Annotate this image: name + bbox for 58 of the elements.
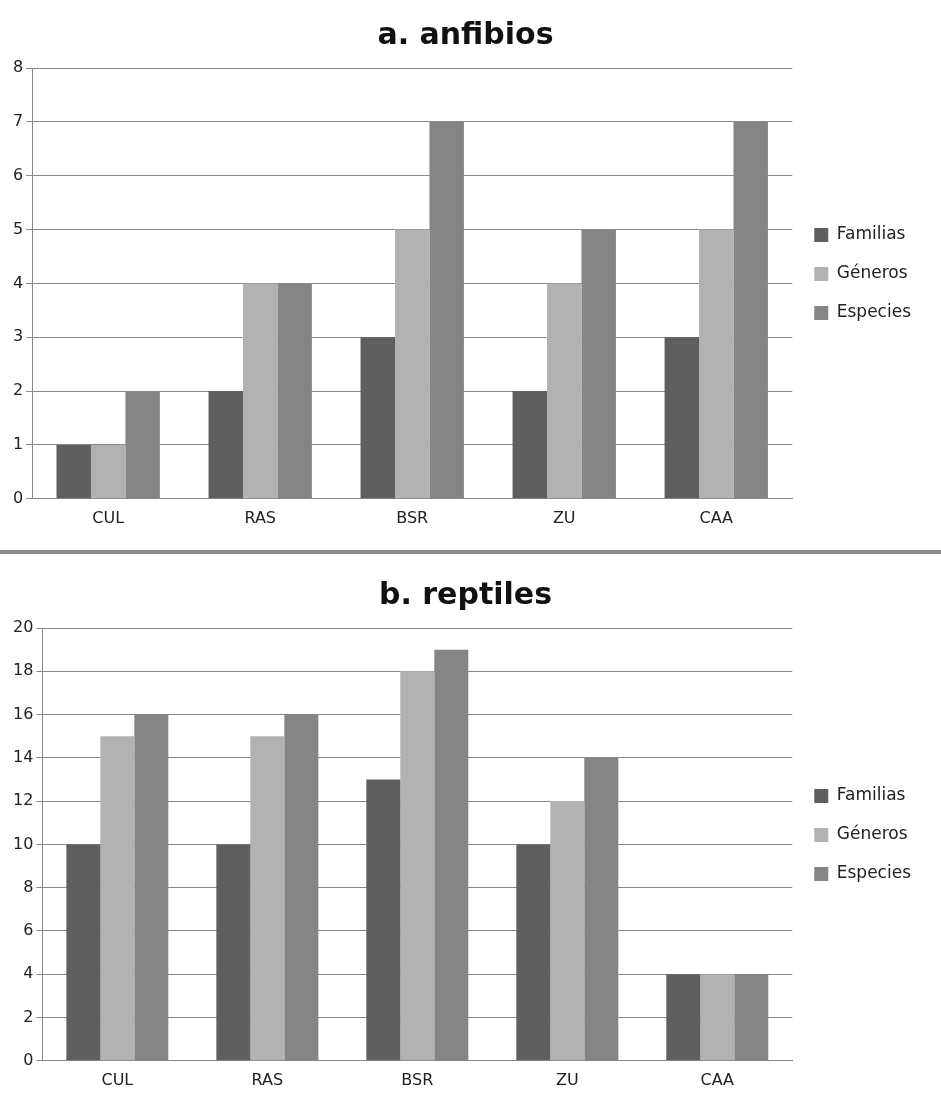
- y-tick-label: 20: [13, 617, 34, 637]
- x-tick-label: CAA: [699, 507, 734, 527]
- bar: [250, 736, 285, 1061]
- y-tick-label: 8: [12, 57, 24, 77]
- bar: [90, 444, 126, 499]
- legend-label: Géneros: [836, 262, 908, 283]
- bar: [664, 337, 700, 499]
- y-tick-label: 12: [13, 790, 34, 810]
- chart-title: b. reptiles: [378, 575, 553, 611]
- bar: [516, 844, 551, 1061]
- legend-label: Especies: [836, 862, 912, 883]
- y-tick-label: 7: [12, 111, 24, 131]
- bar: [208, 391, 243, 499]
- x-tick-label: ZU: [552, 507, 576, 527]
- y-tick-label: 4: [23, 963, 34, 983]
- y-tick-label: 2: [12, 380, 24, 400]
- y-tick-label: 0: [12, 487, 24, 507]
- x-tick-label: CUL: [101, 1069, 134, 1089]
- bar: [66, 844, 101, 1061]
- bar: [699, 229, 734, 499]
- y-tick-label: 6: [12, 164, 24, 184]
- bar: [700, 974, 735, 1061]
- bar: [366, 779, 401, 1061]
- bar: [242, 283, 278, 499]
- legend-label: Familias: [836, 784, 906, 805]
- y-tick-label: 6: [23, 920, 34, 940]
- x-tick-label: ZU: [555, 1069, 579, 1089]
- bar: [394, 229, 430, 499]
- bar: [100, 736, 135, 1061]
- chart-title: a. anfibios: [377, 15, 554, 51]
- bar: [216, 844, 251, 1061]
- y-tick-label: 10: [13, 833, 34, 853]
- x-tick-label: BSR: [401, 1069, 434, 1089]
- legend-label: Especies: [836, 301, 912, 322]
- x-tick-label: CAA: [700, 1069, 735, 1089]
- x-tick-label: CUL: [92, 507, 125, 527]
- x-tick-label: RAS: [244, 507, 276, 527]
- y-tick-label: 3: [12, 326, 24, 346]
- x-tick-label: BSR: [396, 507, 429, 527]
- legend-label: Géneros: [836, 823, 908, 844]
- y-tick-label: 1: [12, 434, 24, 454]
- legend-label: Familias: [836, 223, 906, 244]
- bar: [400, 671, 435, 1061]
- y-tick-label: 0: [23, 1049, 34, 1069]
- bar: [547, 283, 582, 499]
- bar: [512, 391, 548, 499]
- bar: [666, 974, 701, 1061]
- bar: [550, 801, 585, 1061]
- y-tick-label: 18: [13, 660, 34, 680]
- y-tick-label: 4: [12, 272, 24, 292]
- y-tick-label: 5: [12, 218, 24, 238]
- x-tick-label: RAS: [251, 1069, 284, 1089]
- y-tick-label: 16: [13, 703, 34, 723]
- y-tick-label: 2: [23, 1006, 34, 1026]
- y-tick-label: 8: [23, 876, 34, 896]
- bar: [56, 444, 91, 499]
- bar: [360, 337, 395, 499]
- y-tick-label: 14: [13, 747, 34, 766]
